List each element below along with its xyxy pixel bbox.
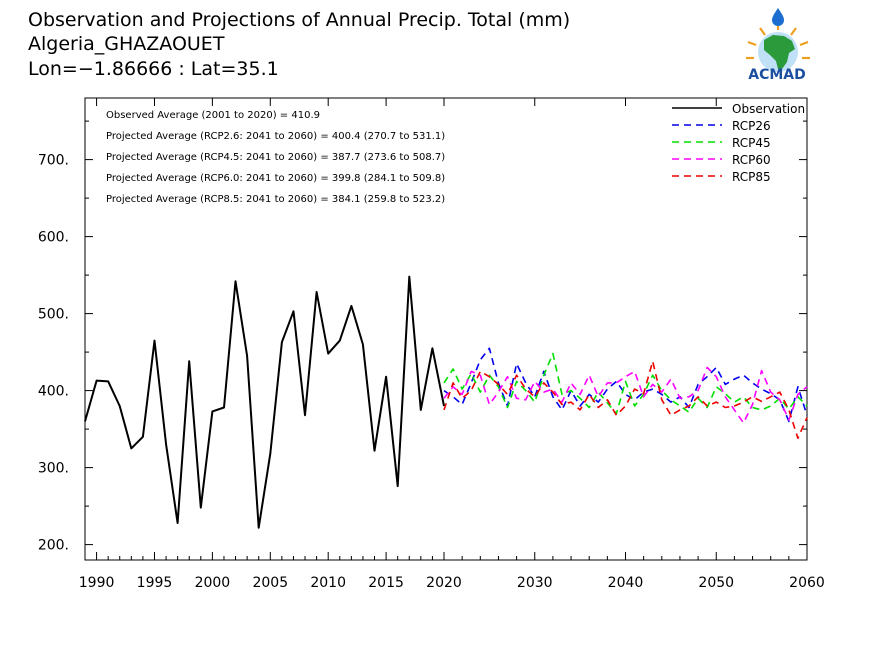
water-drop-icon: [772, 8, 784, 26]
y-tick-label: 600.: [38, 230, 69, 246]
series-line-observation: [84, 275, 445, 529]
y-axis: 200. 300. 400. 500. 600. 700.: [38, 120, 807, 554]
acmad-logo: ACMAD: [746, 8, 810, 83]
x-tick-label: 2020: [426, 575, 462, 591]
legend-label-rcp60: RCP60: [732, 153, 771, 167]
x-tick-label: 2040: [608, 575, 644, 591]
y-tick-label: 500.: [38, 307, 69, 323]
x-tick-label: 2030: [517, 575, 553, 591]
stat-rcp26-average: Projected Average (RCP2.6: 2041 to 2060)…: [106, 131, 445, 142]
chart-title: Observation and Projections of Annual Pr…: [28, 9, 570, 31]
africa-map-icon: [764, 35, 795, 69]
station-name: Algeria_GHAZAOUET: [28, 33, 225, 55]
x-tick-label: 2060: [789, 575, 825, 591]
plot-frame: [84, 97, 808, 561]
legend-label-observation: Observation: [732, 102, 805, 116]
location-coordinates: Lon=−1.86666 : Lat=35.1: [28, 58, 279, 80]
stat-rcp85-average: Projected Average (RCP8.5: 2041 to 2060)…: [106, 194, 445, 205]
x-tick-label: 2015: [368, 575, 404, 591]
x-tick-label: 1995: [137, 575, 173, 591]
stat-observed-average: Observed Average (2001 to 2020) = 410.9: [106, 110, 320, 121]
x-tick-label: 2010: [310, 575, 346, 591]
series-line-rcp26: [443, 347, 808, 423]
x-tick-label: 2000: [195, 575, 231, 591]
stat-rcp45-average: Projected Average (RCP4.5: 2041 to 2060)…: [106, 152, 445, 163]
stats-annotations: Observed Average (2001 to 2020) = 410.9 …: [106, 110, 445, 205]
logo-text: ACMAD: [748, 67, 806, 83]
y-tick-label: 700.: [38, 153, 69, 169]
x-axis: 1990 1995 2000 2005 2010 2015 2020 2030 2040 2050…: [79, 98, 825, 591]
legend-label-rcp26: RCP26: [732, 119, 771, 133]
series-line-rcp85: [443, 360, 808, 440]
y-tick-label: 400.: [38, 384, 69, 400]
legend: Observation RCP26 RCP45 RCP60 RCP85: [672, 102, 805, 184]
x-tick-label: 2005: [252, 575, 288, 591]
legend-label-rcp85: RCP85: [732, 170, 771, 184]
x-tick-label: 1990: [79, 575, 115, 591]
legend-label-rcp45: RCP45: [732, 136, 771, 150]
x-tick-label: 2050: [698, 575, 734, 591]
y-tick-label: 200.: [38, 538, 69, 554]
stat-rcp60-average: Projected Average (RCP6.0: 2041 to 2060)…: [106, 173, 445, 184]
series-line-rcp60: [443, 366, 808, 424]
series-layer: [84, 275, 808, 529]
y-tick-label: 300.: [38, 461, 69, 477]
